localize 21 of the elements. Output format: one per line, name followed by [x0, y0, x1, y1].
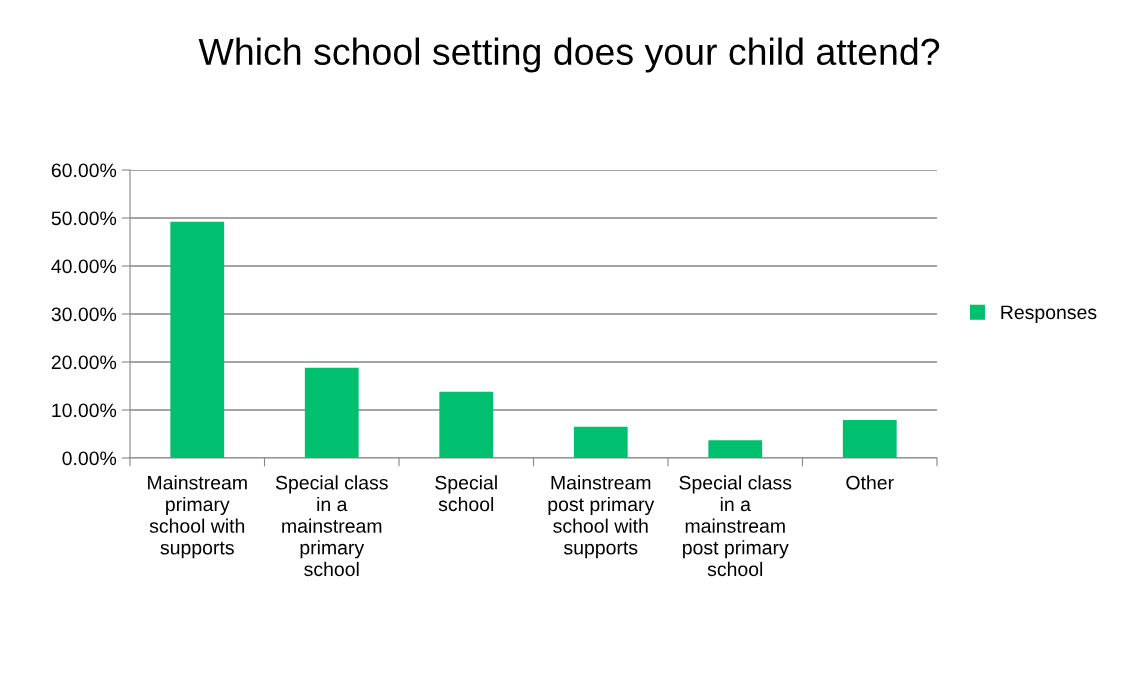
x-tick-label: Special school	[435, 475, 497, 512]
y-tick-label: 60.00%	[51, 163, 117, 178]
y-tick-label: 40.00%	[51, 259, 117, 274]
bar	[304, 367, 359, 458]
x-tick-label: Mainstream primary school with supports	[148, 475, 247, 559]
x-tick-label: Mainstream post primary school with supports	[548, 475, 655, 559]
y-tick-label: 10.00%	[52, 403, 117, 418]
y-tick-label: 0.00%	[62, 451, 117, 466]
y-tick-label: 30.00%	[51, 307, 117, 322]
bar	[439, 391, 494, 458]
legend-label: Responses	[1001, 305, 1097, 324]
x-tick-label: Special class in a mainstream post primary school	[679, 475, 792, 577]
x-tick-label: Special class in a mainstream primary school	[275, 475, 388, 577]
y-tick-label: 20.00%	[51, 355, 117, 370]
bar	[170, 221, 225, 458]
bar	[573, 426, 628, 458]
chart-title: Which school setting does your child attend?	[198, 37, 940, 73]
bar	[842, 420, 897, 458]
bar	[708, 440, 763, 458]
x-tick-label: Other	[846, 475, 894, 490]
y-tick-label: 50.00%	[51, 211, 117, 226]
